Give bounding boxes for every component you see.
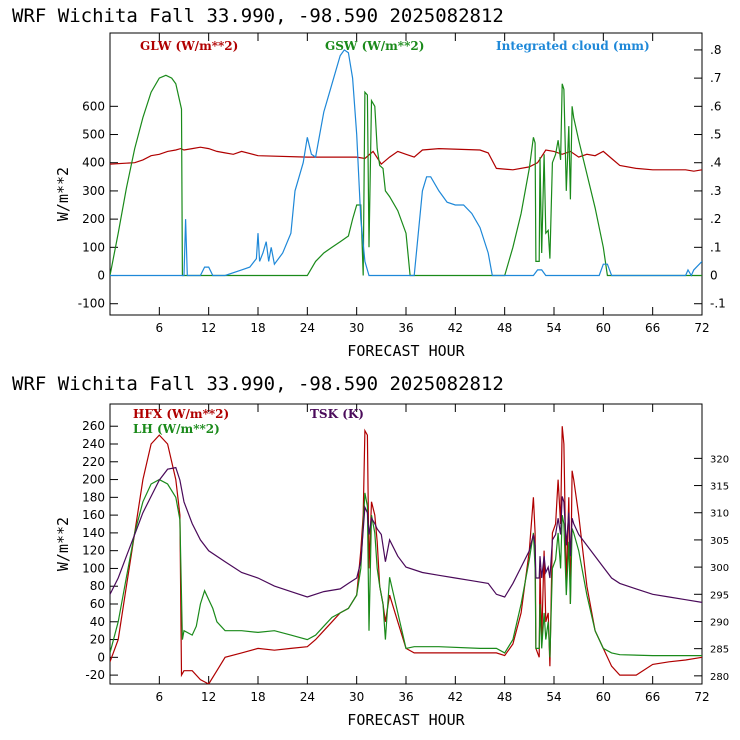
y-tick-label: 80 (90, 579, 105, 593)
y-tick-label: 500 (82, 128, 105, 142)
x-axis: 6 12 18 24 30 36 42 48 54 60 66 72 (156, 33, 710, 335)
legend-entry: HFX (W/m**2) (133, 407, 229, 421)
series-line-tsk (110, 466, 702, 603)
y-tick-label: 600 (82, 99, 105, 113)
y2-tick-label: .6 (710, 99, 721, 113)
y-tick-label: -100 (78, 297, 105, 311)
x-tick-label: 54 (546, 690, 561, 704)
y-axis-label: W/m**2 (54, 167, 72, 221)
x-axis-label: FORECAST HOUR (347, 342, 465, 360)
x-tick-label: 36 (398, 690, 413, 704)
y2-tick-label: .3 (710, 184, 721, 198)
legend-entry: GSW (W/m**2) (325, 39, 424, 53)
y-tick-label: 100 (82, 561, 105, 575)
y-tick-label: 140 (82, 526, 105, 540)
y2-tick-label: .2 (710, 212, 721, 226)
y-tick-label: 220 (82, 455, 105, 469)
series-line-lh (110, 478, 702, 658)
x-tick-label: 12 (201, 321, 216, 335)
y-tick-label: 100 (82, 240, 105, 254)
y2-tick-label: 300 (710, 563, 729, 574)
flux-skin-temp-panel: WRF Wichita Fall 33.990, -98.590 2025082… (12, 373, 729, 729)
series-line-integrated (110, 49, 702, 277)
x-tick-label: 72 (694, 690, 709, 704)
legend-entry: Integrated cloud (mm) (496, 39, 650, 53)
y2-tick-label: .7 (710, 71, 721, 85)
y-tick-label: 400 (82, 156, 105, 170)
x-tick-label: 54 (546, 321, 561, 335)
x-tick-label: 18 (250, 690, 265, 704)
y-tick-label: 60 (90, 597, 105, 611)
x-tick-label: 42 (448, 690, 463, 704)
x-tick-label: 30 (349, 690, 364, 704)
series-line-gsw (110, 74, 702, 277)
y-tick-label: 0 (97, 650, 105, 664)
plot-frame (109, 403, 703, 685)
x-tick-label: 6 (156, 690, 164, 704)
y-tick-label: 160 (82, 508, 105, 522)
x-tick-label: 60 (596, 321, 611, 335)
y-tick-label: 180 (82, 490, 105, 504)
y-axis-label: W/m**2 (54, 517, 72, 571)
y-tick-label: 260 (82, 419, 105, 433)
y2-tick-label: .4 (710, 156, 721, 170)
x-tick-label: 66 (645, 321, 660, 335)
y2-tick-label: .1 (710, 240, 721, 254)
y-tick-label: 240 (82, 437, 105, 451)
y2-tick-label: .8 (710, 43, 721, 57)
legend-entry: GLW (W/m**2) (140, 39, 238, 53)
x-tick-label: 18 (250, 321, 265, 335)
x-tick-label: 48 (497, 690, 512, 704)
y-tick-label: 40 (90, 615, 105, 629)
y-tick-label: 0 (97, 269, 105, 283)
y-tick-label: 20 (90, 633, 105, 647)
y2-tick-label: 310 (710, 509, 729, 520)
x-tick-label: 6 (156, 321, 164, 335)
x-tick-label: 24 (300, 321, 315, 335)
radiation-cloud-panel: WRF Wichita Fall 33.990, -98.590 2025082… (12, 5, 726, 360)
x-tick-label: 36 (398, 321, 413, 335)
x-tick-label: 72 (694, 321, 709, 335)
y2-tick-label: 320 (710, 454, 729, 465)
series-line-glw (110, 146, 702, 172)
x-axis-label: FORECAST HOUR (347, 711, 465, 729)
x-tick-label: 66 (645, 690, 660, 704)
x-tick-label: 30 (349, 321, 364, 335)
legend: HFX (W/m**2)LH (W/m**2) TSK (K) (133, 407, 364, 436)
legend-entry: LH (W/m**2) (133, 422, 220, 436)
x-axis: 6 12 18 24 30 36 42 48 54 60 66 72 (156, 404, 710, 704)
chart-title: WRF Wichita Fall 33.990, -98.590 2025082… (12, 5, 504, 27)
y2-tick-label: 295 (710, 590, 729, 601)
y-axis-left: -20 0 20 40 60 80 100 120 140 160 180 200 220 240 260 (82, 419, 118, 682)
y-axis-right: -.1 0 .1 .2 .3 .4 .5 .6 .7 .8 (694, 43, 726, 311)
y-tick-label: 300 (82, 184, 105, 198)
y2-tick-label: 0 (710, 269, 718, 283)
y2-tick-label: 285 (710, 645, 729, 656)
y-tick-label: 200 (82, 212, 105, 226)
y-tick-label: 120 (82, 544, 105, 558)
y-axis-left: -100 0 100 200 300 400 500 600 (78, 99, 118, 311)
plot-frame (109, 32, 703, 316)
legend-entry: TSK (K) (310, 407, 364, 421)
y2-tick-label: 290 (710, 617, 729, 628)
chart-title: WRF Wichita Fall 33.990, -98.590 2025082… (12, 373, 504, 395)
legend: GLW (W/m**2) GSW (W/m**2) Integrated cloud… (140, 39, 650, 53)
series-layer (110, 49, 702, 277)
x-tick-label: 48 (497, 321, 512, 335)
x-tick-label: 42 (448, 321, 463, 335)
y2-tick-label: -.1 (710, 297, 726, 311)
x-tick-label: 12 (201, 690, 216, 704)
y2-tick-label: 315 (710, 482, 729, 493)
y-axis-right: 280 285 290 295 300 305 310 315 320 (694, 454, 729, 683)
y-tick-label: -20 (85, 668, 105, 682)
y-tick-label: 200 (82, 473, 105, 487)
y2-tick-label: 280 (710, 672, 729, 683)
y2-tick-label: 305 (710, 536, 729, 547)
y2-tick-label: .5 (710, 128, 721, 142)
x-tick-label: 24 (300, 690, 315, 704)
series-line-hfx (110, 426, 702, 684)
series-layer (110, 426, 702, 684)
x-tick-label: 60 (596, 690, 611, 704)
